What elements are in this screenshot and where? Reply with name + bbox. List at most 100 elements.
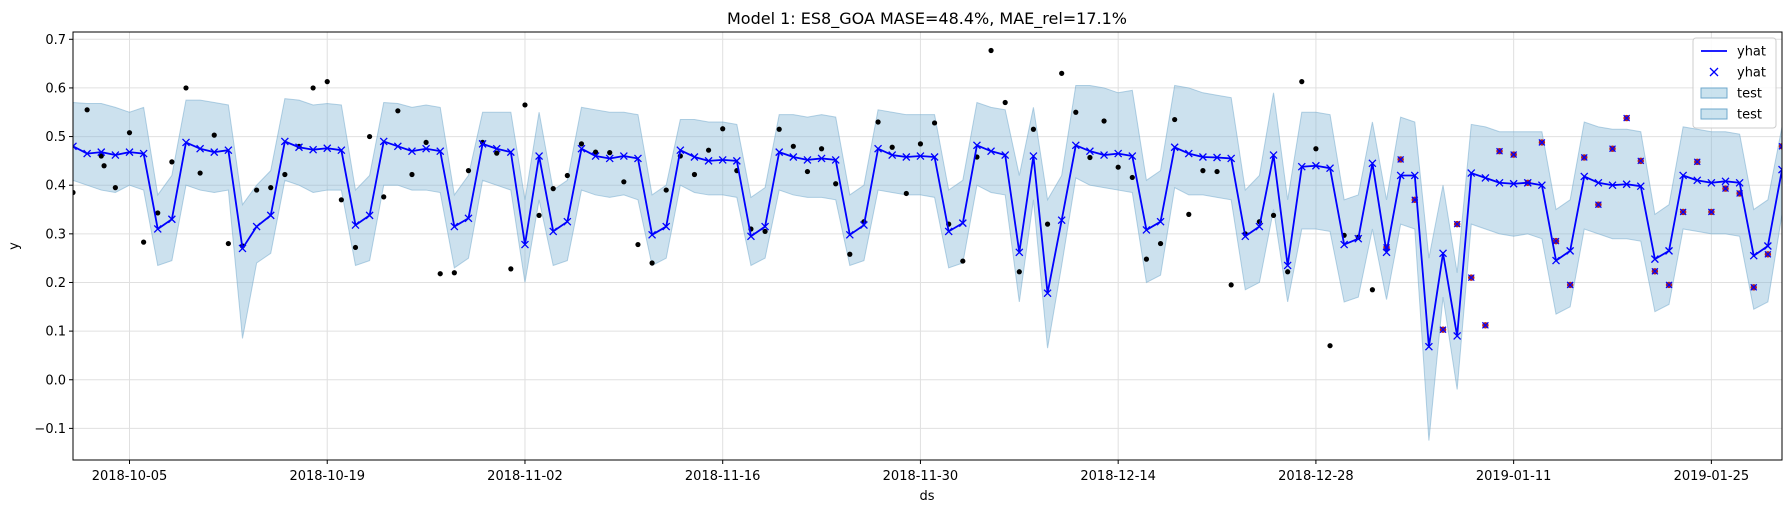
actual-point [225,240,231,247]
test-point-x-marker [1665,281,1673,289]
actual-point [1059,70,1065,76]
yhat-marker [408,147,416,156]
test-point-x-marker [1722,185,1729,193]
actual-point [268,185,274,191]
yhat-marker [1650,255,1659,264]
yhat-marker [1340,240,1349,249]
actual-point [465,168,472,174]
yhat-marker [73,142,77,151]
legend: yhat yhat test test [1692,37,1777,129]
yhat-marker [789,153,798,161]
y-tick-label: −0.1 [34,422,66,437]
yhat-marker [1495,178,1504,187]
yhat-marker [1707,178,1716,187]
yhat-marker [478,139,487,148]
test-point-x-marker [1693,158,1701,166]
yhat-marker [987,147,996,156]
x-tick-label: 2018-10-05 [92,469,168,484]
actual-point [889,144,895,150]
actual-point [818,146,825,152]
yhat-marker [535,152,544,160]
legend-box [1692,37,1777,129]
yhat-marker [1015,248,1024,257]
legend-label: yhat [1737,66,1766,81]
actual-point [705,147,712,153]
x-axis-label: ds [919,489,934,504]
yhat-marker [1439,249,1447,258]
actual-point [437,271,443,277]
yhat-marker [309,145,318,154]
yhat-marker [577,144,586,153]
actual-point [776,126,782,132]
actual-point [1313,146,1319,152]
yhat-marker [1100,151,1109,160]
yhat-marker [323,144,332,153]
yhat-marker [1368,159,1377,168]
test-point-x-marker [1778,142,1782,150]
test-point-x-marker [1397,156,1405,163]
yhat-marker [1580,172,1589,181]
yhat-marker [718,155,727,164]
yhat-marker [930,153,939,161]
yhat-marker [1509,179,1518,188]
actual-point [73,189,76,196]
yhat-marker [125,148,134,157]
plot-frame [72,31,1783,461]
actual-point [141,239,147,245]
actual-point [1030,126,1037,132]
test-point-x-marker [1510,151,1518,158]
yhat-marker [295,143,303,152]
actual-point [1002,99,1008,106]
yhat-marker [365,211,374,220]
test-point-x-marker [1538,138,1546,146]
yhat-marker [803,155,812,164]
actual-point [649,260,655,266]
yhat-marker [1382,248,1391,257]
yhat-marker [1763,242,1772,250]
test-point-x-marker [1594,201,1602,209]
yhat-marker [1721,177,1730,186]
yhat-marker [1001,151,1010,160]
actual-point [564,172,570,179]
legend-band-swatch [1700,87,1728,99]
yhat-marker [1778,165,1782,174]
axes: −0.1 0.0 0.1 0.2 0.3 0.4 0.5 0.6 0.7 2018-10-05 20… [34,31,1783,484]
yhat-marker [845,230,854,239]
yhat-marker [831,155,840,164]
yhat-marker [888,151,897,160]
x-tick-label: 2019-01-25 [1674,469,1750,484]
test-point-x-marker [1707,208,1715,216]
actual-point [494,150,500,156]
yhat-marker [266,211,275,220]
actual-point [352,244,359,251]
yhat-marker [238,244,247,253]
yhat-marker [97,148,106,157]
legend-marker-swatch [1709,67,1719,77]
actual-point [101,163,107,169]
yhat-marker [676,146,685,155]
yhat-marker [972,141,981,150]
x-tick-label: 2018-11-02 [487,469,563,484]
chart-title: Model 1: ES8_GOA MASE=48.4%, MAE_rel=17.… [727,9,1127,29]
actual-point [903,190,909,197]
legend-label: test [1737,87,1762,102]
actual-point [522,102,528,108]
yhat-marker [1114,149,1123,158]
forecast-series [73,137,1782,351]
yhat-marker [859,221,868,230]
test-point-x-marker [1750,283,1758,291]
yhat-marker [1424,342,1433,351]
actual-point [112,185,118,191]
yhat-marker [1693,176,1702,185]
yhat-marker [1227,154,1236,163]
yhat-marker [492,144,501,153]
yhat-marker [1043,289,1052,298]
actual-point [917,141,924,147]
yhat-marker [1354,234,1363,243]
yhat-marker [464,214,473,223]
yhat-marker [280,137,289,146]
actual-point [508,266,514,272]
yhat-marker [1665,246,1673,255]
yhat-marker [732,156,741,165]
yhat-marker [1537,181,1546,190]
